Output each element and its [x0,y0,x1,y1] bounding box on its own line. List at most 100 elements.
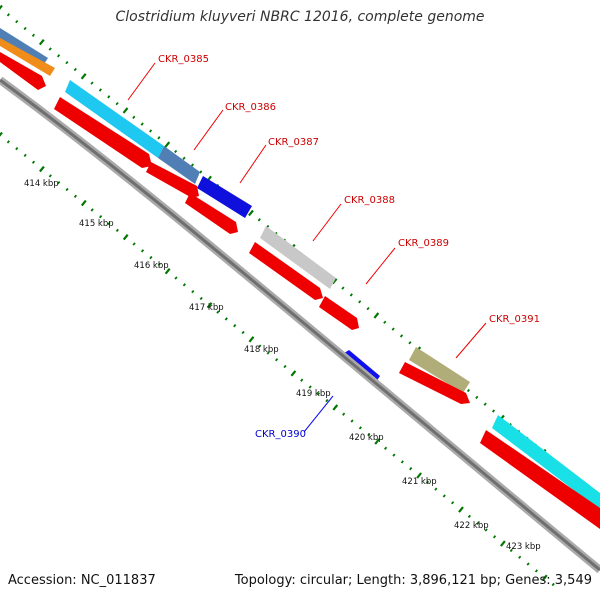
cds-track [0,52,600,529]
tick-mark [199,170,203,174]
tick-mark [23,26,27,31]
cds-arrow-left [0,52,46,90]
leader-ckr-0388 [312,203,342,242]
tick-mark [400,460,404,464]
tick-mark [248,209,254,217]
tick-mark [132,242,136,246]
tick-mark [248,336,255,343]
map-title: Clostridium kluyveri NBRC 12016, complet… [115,9,485,25]
tick-mark [283,364,287,369]
tick-mark [408,341,412,345]
tick-mark [475,395,479,400]
tick-mark [551,582,555,587]
tick-mark [6,140,10,144]
function-bar-gray-0388 [260,226,336,289]
tick-mark [107,95,111,99]
tick-mark [182,283,186,287]
tick-mark [149,255,153,260]
kbp-label-419: 419 kbp [296,389,331,399]
tick-mark [391,327,395,331]
tick-mark [349,293,353,297]
tick-mark [190,163,194,167]
tick-mark [241,330,245,335]
kbp-label-417: 417 kbp [189,303,224,313]
cds-arrow-0387 [185,193,238,234]
tick-mark [492,535,497,539]
tick-mark [23,153,27,158]
cds-arrow-0388 [249,242,323,300]
tick-mark [206,302,213,309]
tick-mark [350,419,354,423]
tick-mark [316,392,321,396]
tick-mark [48,47,52,51]
tick-mark [308,385,312,389]
tick-mark [80,73,87,80]
function-bar-steel-0386 [158,146,200,184]
tick-mark [122,234,129,241]
tick-mark [164,268,171,275]
tick-mark [541,574,548,581]
leader-ckr-0390 [303,395,334,433]
tick-mark [115,102,119,106]
tick-mark [484,528,488,532]
tick-mark [366,306,370,311]
tick-mark [466,388,470,393]
function-bar-blue-0387 [197,176,252,218]
cds-arrow-0389 [319,296,359,330]
function-bar-olive-0391 [409,347,470,393]
tick-mark [374,438,381,445]
tick-mark [174,149,178,154]
tick-mark [275,358,279,362]
tick-mark [258,344,262,348]
tick-mark [425,480,430,484]
tick-mark [266,351,270,355]
tick-mark [140,249,145,253]
leader-ckr-0391 [455,322,487,359]
tick-mark [383,320,387,324]
tick-mark [325,398,329,403]
tick-mark [80,199,87,207]
kbp-labels: 414 kbp 415 kbp 416 kbp 417 kbp 418 kbp … [24,179,541,552]
function-bar-left-blue [0,28,48,67]
cds-arrow-0386 [146,162,199,198]
tick-mark [191,290,195,294]
tick-mark [332,404,339,411]
tick-mark [107,221,111,226]
tick-mark [534,569,539,573]
tick-mark [39,165,45,173]
tick-mark [257,218,261,222]
tick-mark [199,296,203,301]
tick-mark [65,61,69,65]
tick-mark [491,409,496,413]
tick-mark [483,402,487,406]
kbp-label-416: 416 kbp [134,261,169,271]
tick-mark [373,312,380,319]
leader-ckr-0386 [193,109,224,151]
tick-mark [518,555,522,559]
tick-mark [290,370,297,377]
inner-tick-track [0,131,555,587]
accession-text: Accession: NC_011837 [8,573,156,588]
cds-arrow-right [480,430,600,529]
tick-mark [526,562,530,566]
cds-arrow-0391 [399,362,470,404]
tick-mark [434,487,438,491]
tick-mark [416,472,422,479]
tick-mark [48,174,52,178]
tick-mark [358,300,362,304]
tick-mark [15,146,19,151]
kbp-label-421: 421 kbp [402,477,437,487]
gene-label-ckr-0386: CKR_0386 [225,102,276,113]
tick-mark [476,521,480,525]
tick-mark [73,67,77,72]
tick-mark [233,324,237,328]
gene-label-ckr-0391: CKR_0391 [489,314,540,325]
tick-mark [300,378,304,382]
leader-ckr-0387 [239,144,267,184]
function-bar-teal-right [492,415,600,510]
tick-mark [392,453,396,457]
kbp-label-415: 415 kbp [79,219,114,229]
tick-mark [157,136,161,140]
tick-mark [500,540,506,547]
